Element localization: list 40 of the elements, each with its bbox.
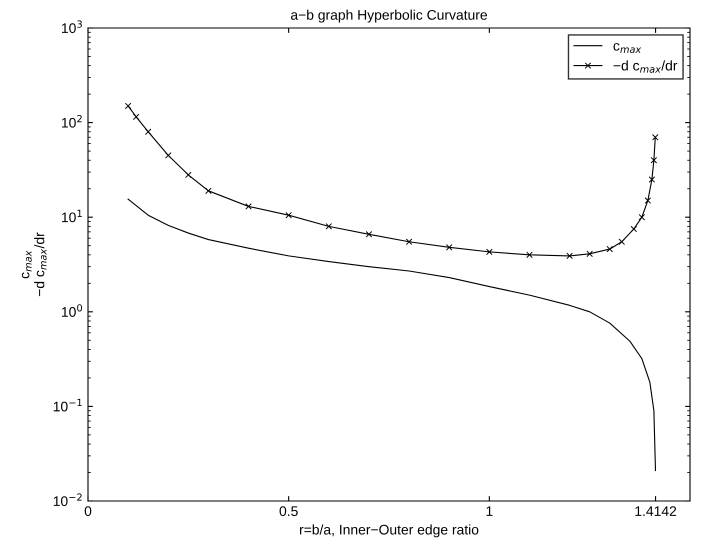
point [526,252,533,258]
y-tick-label: 10$^{2}$ [62,114,82,128]
chart-title: a−b graph Hyperbolic Curvature [290,10,488,23]
point [165,152,172,159]
legend-label: c$_{max}$ [614,43,642,53]
point [618,238,626,246]
point [630,226,638,232]
line-series [128,198,656,472]
point [644,197,652,204]
point [486,248,493,256]
x-tick-label: 0.5 [280,506,298,516]
point [245,203,252,210]
x-axis-title: r=b/a, Inner−Outer edge ratio [300,524,478,538]
point [285,212,292,218]
y-tick-label: 10$^{3}$ [62,20,82,34]
point [606,246,613,252]
y-tick-label: 10$^{−2}$ [54,493,82,506]
point [326,223,332,230]
y-axis-title: c$_{max}$ −d c$_{max}$/dr [22,232,47,296]
point [205,188,212,194]
point [406,238,412,246]
y-tick-label: 10$^{−1}$ [54,398,82,412]
point [446,244,452,251]
point [638,214,646,220]
point [586,250,593,258]
point [185,172,192,178]
point [144,128,152,136]
point [648,176,656,183]
point [366,231,372,238]
x-tick-label: 0 [84,506,92,516]
x-tick-label: 1 [486,506,493,516]
point [132,114,140,120]
y-tick-label: 10$^{0}$ [62,304,82,317]
point [566,252,573,260]
point [650,156,658,164]
y-tick-label: 10$^{1}$ [62,210,82,222]
point [124,102,132,110]
legend-label: −d c$_{max}$/dr [614,60,678,73]
point [652,134,659,141]
x-tick-label: 1.4142 [635,506,676,516]
